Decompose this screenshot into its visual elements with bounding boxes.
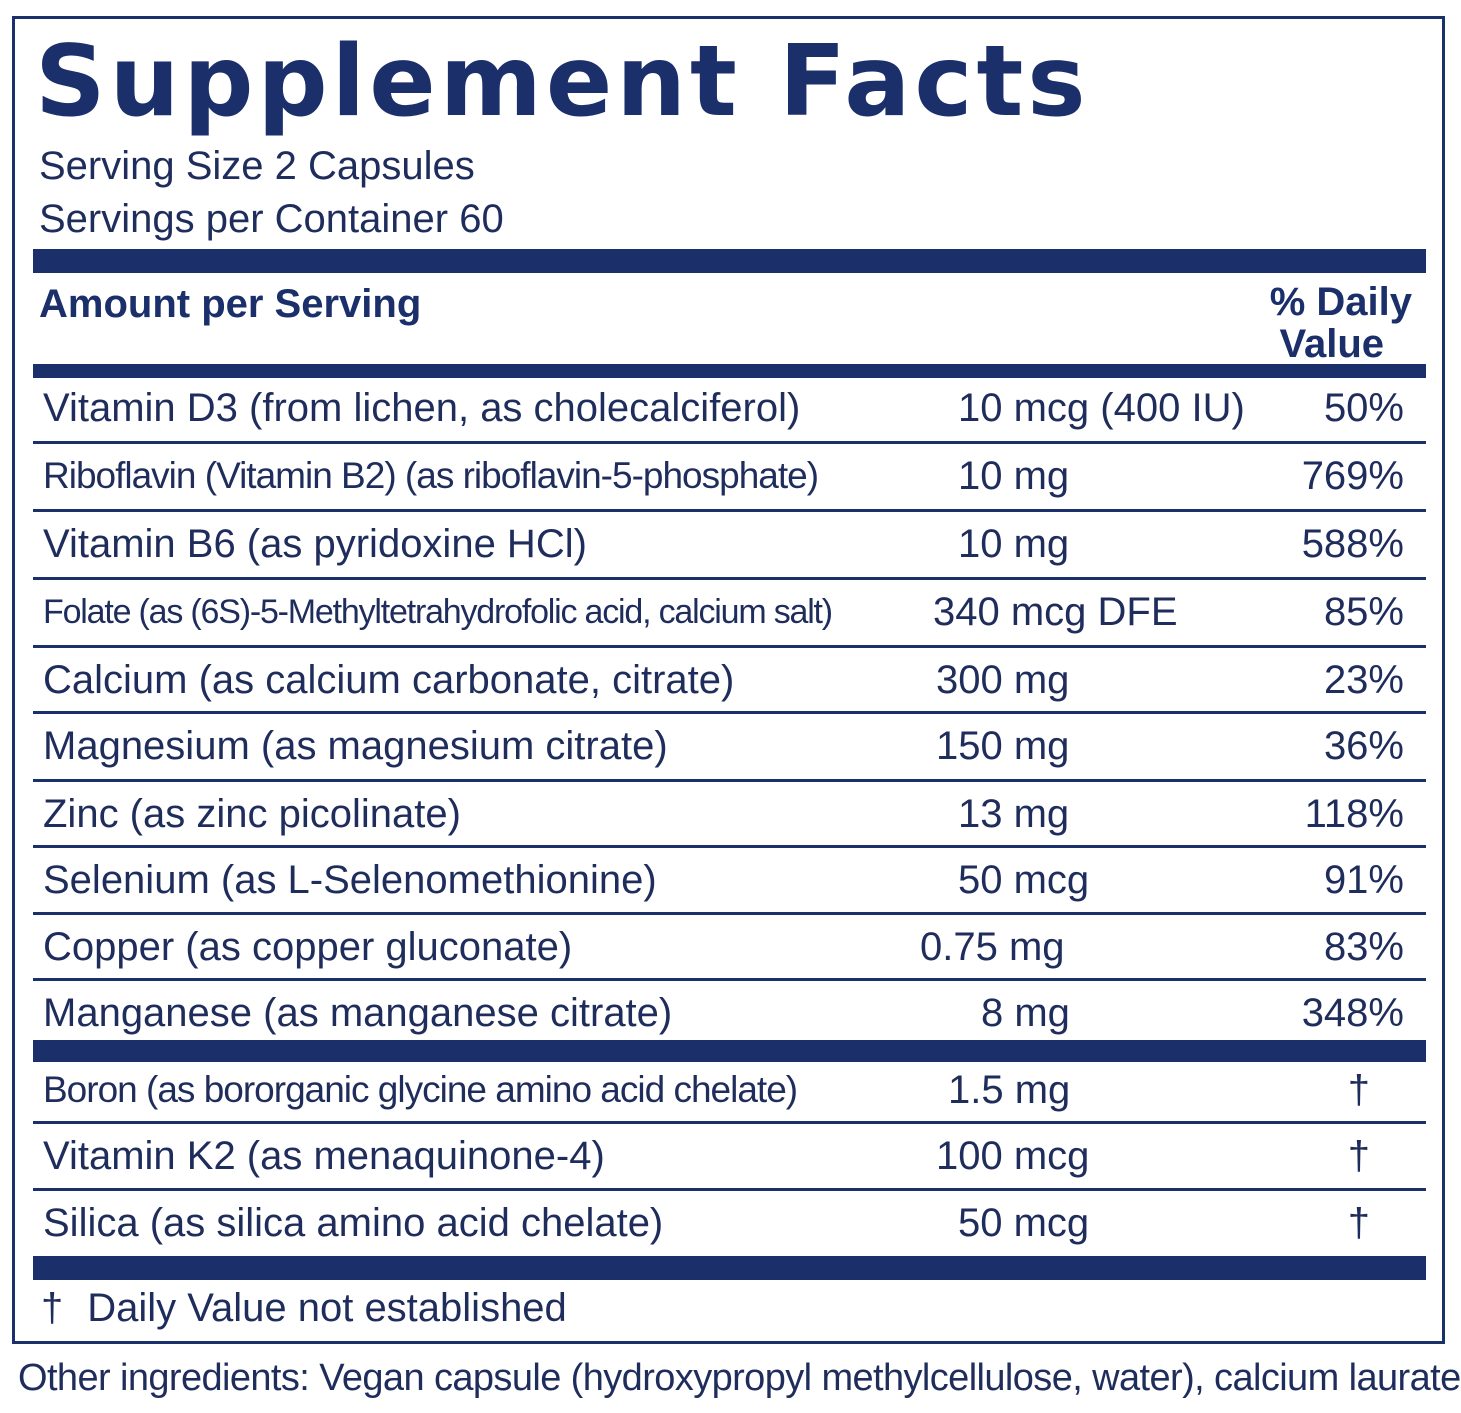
nutrient-amount: 13 mg: [958, 792, 1070, 836]
nutrient-amount: 50 mcg: [958, 858, 1090, 902]
row-divider: [33, 912, 1426, 915]
nutrient-name: Riboflavin (Vitamin B2) (as riboflavin-5…: [43, 455, 819, 496]
row-divider: [33, 779, 1426, 782]
row-divider: [33, 711, 1426, 714]
nutrient-name: Manganese (as manganese citrate): [43, 991, 673, 1035]
nutrient-amount: 10 mg: [958, 522, 1070, 566]
daily-value-header: % Daily Value: [1192, 281, 1412, 365]
nutrient-row-copper: Copper (as copper gluconate) 0.75 mg 83%: [33, 914, 1426, 980]
nutrient-daily-value: 23%: [1323, 658, 1404, 702]
nutrient-name: Zinc (as zinc picolinate): [43, 792, 461, 836]
nutrient-daily-value: 83%: [1323, 925, 1404, 969]
nutrient-row-manganese: Manganese (as manganese citrate) 8 mg 34…: [33, 980, 1426, 1046]
nutrient-name: Boron (as bororganic glycine amino acid …: [43, 1069, 798, 1110]
supplement-facts-panel: Supplement Facts Serving Size 2 Capsules…: [12, 16, 1445, 1344]
nutrient-name: Copper (as copper gluconate): [43, 925, 573, 969]
nutrient-amount: 50 mcg: [958, 1201, 1090, 1245]
amount-per-serving-header: Amount per Serving: [39, 282, 422, 326]
dagger-symbol: †: [41, 1286, 64, 1330]
panel-title: Supplement Facts: [35, 25, 1090, 139]
nutrient-name: Vitamin D3 (from lichen, as cholecalcife…: [43, 386, 801, 430]
row-divider: [33, 1121, 1426, 1124]
nutrient-row-selenium: Selenium (as L-Selenomethionine) 50 mcg …: [33, 847, 1426, 913]
nutrient-row-folate: Folate (as (6S)-5-Methyltetrahydrofolic …: [33, 579, 1426, 645]
nutrient-amount: 0.75 mg: [920, 925, 1065, 969]
nutrient-daily-value: 36%: [1323, 724, 1404, 768]
row-divider: [33, 509, 1426, 512]
servings-per-container: Servings per Container 60: [39, 197, 504, 241]
nutrient-amount: 340 mcg DFE: [933, 590, 1178, 634]
nutrient-row-vitamin-d3: Vitamin D3 (from lichen, as cholecalcife…: [33, 375, 1426, 441]
nutrient-row-silica: Silica (as silica amino acid chelate) 50…: [33, 1190, 1426, 1256]
nutrient-daily-value: 769%: [1301, 454, 1404, 498]
row-divider: [33, 645, 1426, 648]
row-divider: [33, 1188, 1426, 1191]
daily-value-header-line2: Value: [1279, 322, 1384, 366]
header-divider: [33, 364, 1426, 378]
nutrient-amount: 10 mg: [958, 454, 1070, 498]
nutrient-amount: 1.5 mg: [948, 1068, 1071, 1112]
nutrient-row-riboflavin: Riboflavin (Vitamin B2) (as riboflavin-5…: [33, 443, 1426, 509]
nutrient-amount: 300 mg: [936, 658, 1070, 702]
nutrient-name: Calcium (as calcium carbonate, citrate): [43, 658, 735, 702]
nutrient-name: Vitamin K2 (as menaquinone-4): [43, 1134, 605, 1178]
nutrient-name: Magnesium (as magnesium citrate): [43, 724, 668, 768]
footnote-text: Daily Value not established: [87, 1286, 567, 1330]
nutrient-amount: 8 mg: [981, 991, 1070, 1035]
nutrient-daily-value: †: [1347, 1134, 1370, 1178]
section-divider-top: [33, 249, 1426, 273]
nutrient-amount: 150 mg: [936, 724, 1070, 768]
row-divider: [33, 845, 1426, 848]
nutrient-name: Folate (as (6S)-5-Methyltetrahydrofolic …: [43, 593, 833, 631]
nutrient-daily-value: 91%: [1323, 858, 1404, 902]
nutrient-daily-value: 85%: [1323, 590, 1404, 634]
serving-size: Serving Size 2 Capsules: [39, 144, 475, 188]
nutrient-amount: 10 mcg (400 IU): [958, 386, 1245, 430]
nutrient-row-boron: Boron (as bororganic glycine amino acid …: [33, 1057, 1426, 1123]
row-divider: [33, 441, 1426, 444]
row-divider: [33, 577, 1426, 580]
nutrient-row-magnesium: Magnesium (as magnesium citrate) 150 mg …: [33, 713, 1426, 779]
daily-value-header-line1: % Daily: [1269, 280, 1412, 324]
nutrient-daily-value: 50%: [1323, 386, 1404, 430]
nutrient-row-zinc: Zinc (as zinc picolinate) 13 mg 118%: [33, 781, 1426, 847]
nutrient-row-vitamin-b6: Vitamin B6 (as pyridoxine HCl) 10 mg 588…: [33, 511, 1426, 577]
nutrient-daily-value: 348%: [1301, 991, 1404, 1035]
nutrient-row-vitamin-k2: Vitamin K2 (as menaquinone-4) 100 mcg †: [33, 1123, 1426, 1189]
nutrient-name: Selenium (as L-Selenomethionine): [43, 858, 657, 902]
nutrient-amount: 100 mcg: [936, 1134, 1090, 1178]
nutrient-daily-value: 588%: [1301, 522, 1404, 566]
nutrient-name: Silica (as silica amino acid chelate): [43, 1201, 664, 1245]
nutrient-daily-value: †: [1347, 1201, 1370, 1245]
row-divider: [33, 978, 1426, 981]
other-ingredients: Other ingredients: Vegan capsule (hydrox…: [18, 1357, 1461, 1399]
nutrient-name: Vitamin B6 (as pyridoxine HCl): [43, 522, 587, 566]
section-divider-bottom: [33, 1256, 1426, 1280]
section-divider-middle: [33, 1040, 1426, 1062]
nutrient-daily-value: 118%: [1304, 792, 1404, 836]
nutrient-row-calcium: Calcium (as calcium carbonate, citrate) …: [33, 647, 1426, 713]
nutrient-daily-value: †: [1347, 1068, 1370, 1112]
daily-value-footnote: † Daily Value not established: [41, 1283, 567, 1333]
